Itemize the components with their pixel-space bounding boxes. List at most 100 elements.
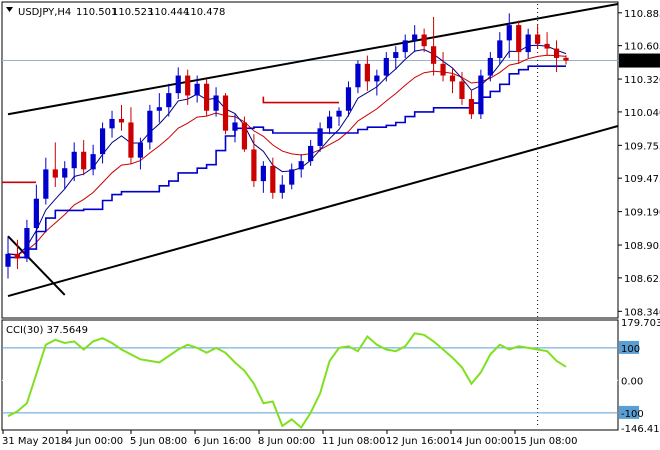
price-tick-label: 109.190 bbox=[624, 208, 660, 219]
candle-body bbox=[298, 161, 304, 170]
candle-body bbox=[99, 128, 106, 155]
candles-layer bbox=[5, 13, 569, 279]
upper-channel-line bbox=[7, 3, 619, 116]
cci-level-badge bbox=[619, 405, 639, 419]
candle-body bbox=[535, 34, 541, 44]
candle-body bbox=[90, 154, 96, 170]
candle-body bbox=[33, 198, 39, 229]
candle-body bbox=[260, 165, 266, 182]
price-tick-label: 109.755 bbox=[624, 141, 660, 152]
candle-body bbox=[468, 99, 475, 115]
cci-tick-label: 0.00 bbox=[621, 376, 643, 387]
price-tick-label: 108.340 bbox=[624, 307, 660, 318]
time-tick-label: 8 Jun 00:00 bbox=[258, 436, 315, 447]
candle-body bbox=[279, 184, 285, 193]
candle-body bbox=[430, 46, 437, 64]
candle-body bbox=[364, 63, 370, 82]
candle-body bbox=[71, 151, 77, 169]
candle-body bbox=[251, 149, 257, 182]
candle-body bbox=[289, 169, 295, 185]
low-value: 110.444 bbox=[148, 7, 189, 18]
current-price-badge bbox=[619, 53, 660, 68]
time-tick-label: 15 Jun 08:00 bbox=[514, 436, 578, 447]
candle-body bbox=[118, 118, 125, 123]
candle-body bbox=[204, 83, 210, 111]
open-value: 110.501 bbox=[76, 7, 117, 18]
candle-body bbox=[440, 63, 446, 76]
candle-body bbox=[232, 122, 238, 131]
candle-body bbox=[14, 253, 21, 259]
candle-body bbox=[137, 142, 144, 158]
price-tick-label: 109.475 bbox=[624, 174, 660, 185]
candle-body bbox=[24, 228, 30, 259]
cci-tick-label: -146.4122 bbox=[621, 424, 660, 435]
candle-body bbox=[563, 57, 569, 61]
candle-body bbox=[128, 122, 134, 158]
current-price-label: 110.478 bbox=[621, 57, 660, 68]
price-tick-label: 108.905 bbox=[624, 241, 660, 252]
cci-line bbox=[7, 332, 567, 430]
candle-body bbox=[383, 57, 389, 76]
candle-body bbox=[497, 40, 503, 58]
candle-body bbox=[194, 83, 200, 96]
candle-body bbox=[166, 93, 172, 108]
time-tick-label: 31 May 2018 bbox=[2, 436, 67, 447]
indicator-lines bbox=[2, 44, 567, 259]
candle-body bbox=[393, 52, 399, 58]
candle-body bbox=[185, 75, 191, 96]
candle-body bbox=[402, 40, 408, 53]
candle-body bbox=[326, 116, 333, 129]
candle-body bbox=[156, 107, 162, 111]
candle-body bbox=[355, 63, 361, 88]
candle-body bbox=[478, 75, 484, 115]
candle-body bbox=[553, 48, 560, 58]
candle-body bbox=[43, 169, 49, 199]
candle-body bbox=[175, 75, 181, 94]
close-value: 110.478 bbox=[184, 7, 225, 18]
candle-body bbox=[317, 128, 323, 146]
candle-body bbox=[308, 145, 314, 162]
time-tick-label: 4 Jun 00:00 bbox=[66, 436, 123, 447]
candle-body bbox=[62, 168, 68, 178]
price-tick-label: 110.320 bbox=[624, 75, 660, 86]
candle-body bbox=[544, 43, 550, 49]
candle-body bbox=[449, 75, 456, 82]
step-support-line bbox=[8, 65, 566, 259]
symbol-label: USDJPY,H4 bbox=[18, 7, 71, 18]
candle-body bbox=[525, 34, 531, 53]
candle-body bbox=[506, 25, 512, 41]
time-tick-label: 11 Jun 08:00 bbox=[322, 436, 386, 447]
lower-channel-line bbox=[7, 125, 619, 298]
cci-tick-label: 100 bbox=[621, 344, 640, 355]
time-tick-label: 6 Jun 16:00 bbox=[194, 436, 251, 447]
axis-layer: 110.885 110.605 110.320 110.040 109.755 109.4… bbox=[2, 9, 660, 447]
candle-body bbox=[52, 169, 58, 178]
resistance-level-mid bbox=[262, 96, 340, 104]
candle-body bbox=[345, 87, 352, 111]
price-tick-label: 110.040 bbox=[624, 108, 660, 119]
dropdown-triangle-icon[interactable] bbox=[6, 7, 13, 12]
candle-body bbox=[109, 118, 115, 129]
candle-body bbox=[487, 57, 493, 76]
candle-body bbox=[459, 81, 465, 100]
candle-body bbox=[516, 25, 522, 53]
candle-body bbox=[5, 253, 11, 267]
time-tick-label: 12 Jun 16:00 bbox=[386, 436, 450, 447]
candle-body bbox=[270, 165, 276, 193]
high-value: 110.523 bbox=[112, 7, 153, 18]
price-tick-label: 110.605 bbox=[624, 42, 660, 53]
candle-body bbox=[147, 110, 153, 143]
candle-body bbox=[336, 110, 342, 117]
time-tick-label: 14 Jun 00:00 bbox=[450, 436, 514, 447]
price-tick-label: 108.625 bbox=[624, 274, 660, 285]
candle-body bbox=[222, 95, 229, 131]
candle-body bbox=[213, 95, 219, 111]
candle-body bbox=[421, 34, 427, 47]
slow-ma-line bbox=[7, 54, 567, 256]
candle-body bbox=[412, 34, 418, 41]
cci-tick-label: 179.7038 bbox=[621, 318, 660, 329]
candle-body bbox=[241, 122, 248, 150]
cci-label: CCI(30) 37.5649 bbox=[6, 325, 88, 336]
cci-level-badge bbox=[619, 340, 639, 354]
